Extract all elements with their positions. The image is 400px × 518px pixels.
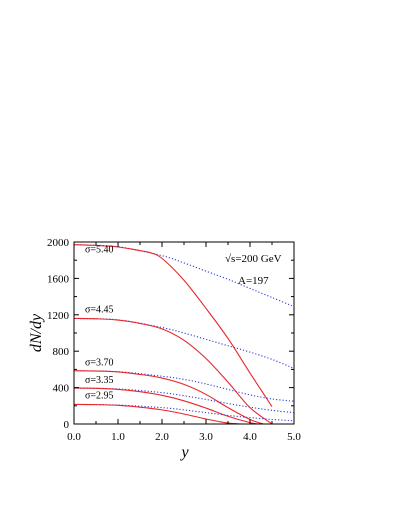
curve-label-0: σ=5.40: [85, 244, 114, 255]
curve-label-1: σ=4.45: [85, 304, 114, 315]
x-tick-label: 3.0: [199, 431, 213, 443]
x-tick-label: 1.0: [111, 431, 125, 443]
curve-label-4: σ=2.95: [85, 390, 114, 401]
solid-curve-2: [73, 370, 264, 425]
y-tick-label: 1600: [47, 273, 70, 285]
x-tick-label: 2.0: [155, 431, 169, 443]
solid-curve-0: [73, 244, 273, 408]
y-axis-label: dN/dy: [28, 313, 45, 352]
curve-label-3: σ=3.35: [85, 375, 114, 386]
x-axis-label: y: [179, 444, 189, 461]
y-tick-label: 400: [53, 383, 70, 395]
curves-layer: [73, 244, 295, 425]
curve-label-2: σ=3.70: [85, 358, 114, 369]
mass-annotation: A=197: [238, 275, 269, 287]
y-tick-label: 1200: [47, 310, 70, 322]
x-tick-label: 5.0: [287, 431, 301, 443]
tick-labels-layer: 0.0 1.0 2.0 3.0 4.0 5.0 0 400 800 1200 1600 2000: [47, 237, 301, 443]
y-tick-label: 0: [64, 419, 70, 431]
x-tick-label: 4.0: [243, 431, 257, 443]
solid-curve-1: [73, 317, 273, 425]
energy-annotation: √s=200 GeV: [225, 253, 282, 265]
solid-curve-4: [73, 403, 242, 425]
solid-curve-3: [73, 387, 259, 425]
ticks-layer: [73, 241, 295, 425]
dotted-curve-3: [73, 387, 295, 414]
x-tick-label: 0.0: [67, 431, 81, 443]
y-tick-label: 2000: [47, 237, 70, 249]
curve-labels-layer: σ=5.40 σ=4.45 σ=3.70 σ=3.35 σ=2.95: [85, 244, 114, 401]
y-tick-label: 800: [53, 346, 70, 358]
dotted-curve-4: [73, 403, 295, 422]
